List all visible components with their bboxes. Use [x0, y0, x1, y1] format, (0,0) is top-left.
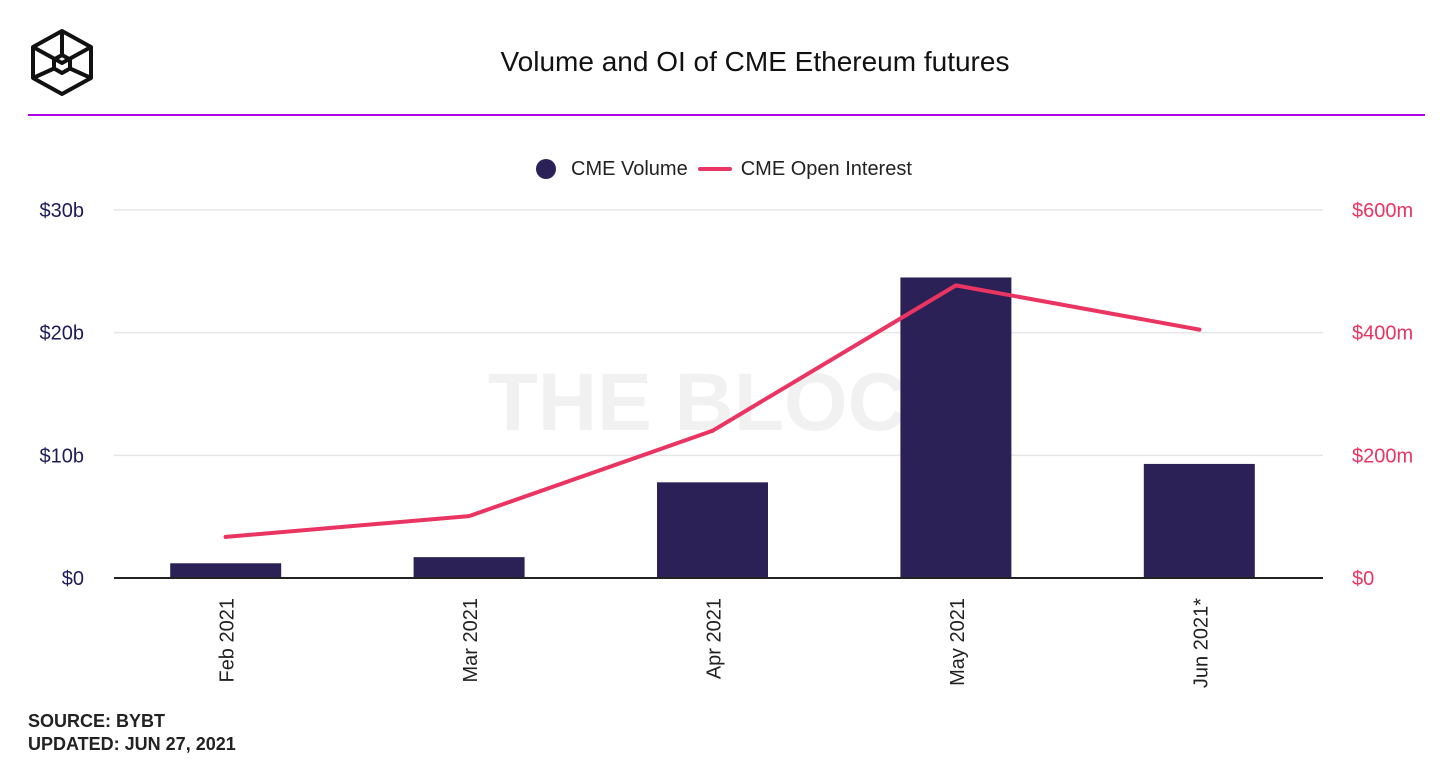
- chart-title: Volume and OI of CME Ethereum futures: [500, 46, 1010, 77]
- grid-layer: [114, 209, 1323, 457]
- legend-open-interest-swatch: [697, 167, 732, 171]
- legend-volume-swatch: [536, 159, 556, 179]
- left-axis-tick-label: $0: [62, 568, 84, 590]
- the-block-logo-icon: [31, 29, 93, 96]
- axis-layer: $0 $10b $20b $30b $0 $200m $400m $600m Feb 2021 M…: [40, 200, 1414, 688]
- volume-bar: [170, 563, 282, 578]
- open-interest-point: [223, 534, 228, 539]
- x-axis-tick-label: May 2021: [947, 598, 969, 686]
- footer: SOURCE: BYBT UPDATED: JUN 27, 2021: [28, 710, 236, 756]
- right-axis-tick-label: $600m: [1352, 200, 1413, 222]
- source-note: SOURCE: BYBT: [28, 711, 166, 731]
- open-interest-point: [1197, 327, 1202, 332]
- right-axis-tick-label: $0: [1352, 568, 1374, 590]
- left-axis-tick-label: $30b: [40, 200, 85, 222]
- volume-bar: [657, 482, 768, 578]
- header-divider: [28, 114, 1425, 116]
- legend-item-open-interest[interactable]: CME Open Interest: [697, 157, 912, 181]
- x-axis-tick-label: Apr 2021: [704, 598, 726, 679]
- line-layer: [223, 283, 1202, 539]
- left-axis-tick-label: $20b: [40, 323, 85, 345]
- right-axis-tick-label: $200m: [1352, 445, 1413, 467]
- x-axis-tick-label: Feb 2021: [217, 598, 239, 683]
- legend-volume-label: CME Volume: [571, 157, 688, 180]
- volume-bar: [413, 557, 525, 578]
- open-interest-point: [467, 514, 472, 519]
- chart-legend: CME Volume CME Open Interest: [536, 156, 922, 182]
- watermark: THE BLOCK: [488, 357, 966, 448]
- legend-item-volume[interactable]: CME Volume: [536, 158, 688, 181]
- chart-header: Volume and OI of CME Ethereum futures: [0, 0, 1456, 118]
- open-interest-point: [953, 283, 958, 288]
- x-axis-tick-label: Mar 2021: [460, 598, 482, 683]
- left-axis-tick-label: $10b: [40, 445, 85, 467]
- x-axis-tick-label: Jun 2021*: [1190, 598, 1212, 688]
- volume-bar: [900, 277, 1012, 578]
- open-interest-point: [710, 428, 715, 433]
- right-axis-tick-label: $400m: [1352, 323, 1413, 345]
- updated-note: UPDATED: JUN 27, 2021: [28, 734, 236, 754]
- legend-open-interest-label: CME Open Interest: [740, 157, 912, 180]
- volume-bar: [1143, 463, 1255, 578]
- bars-layer: [170, 277, 1255, 578]
